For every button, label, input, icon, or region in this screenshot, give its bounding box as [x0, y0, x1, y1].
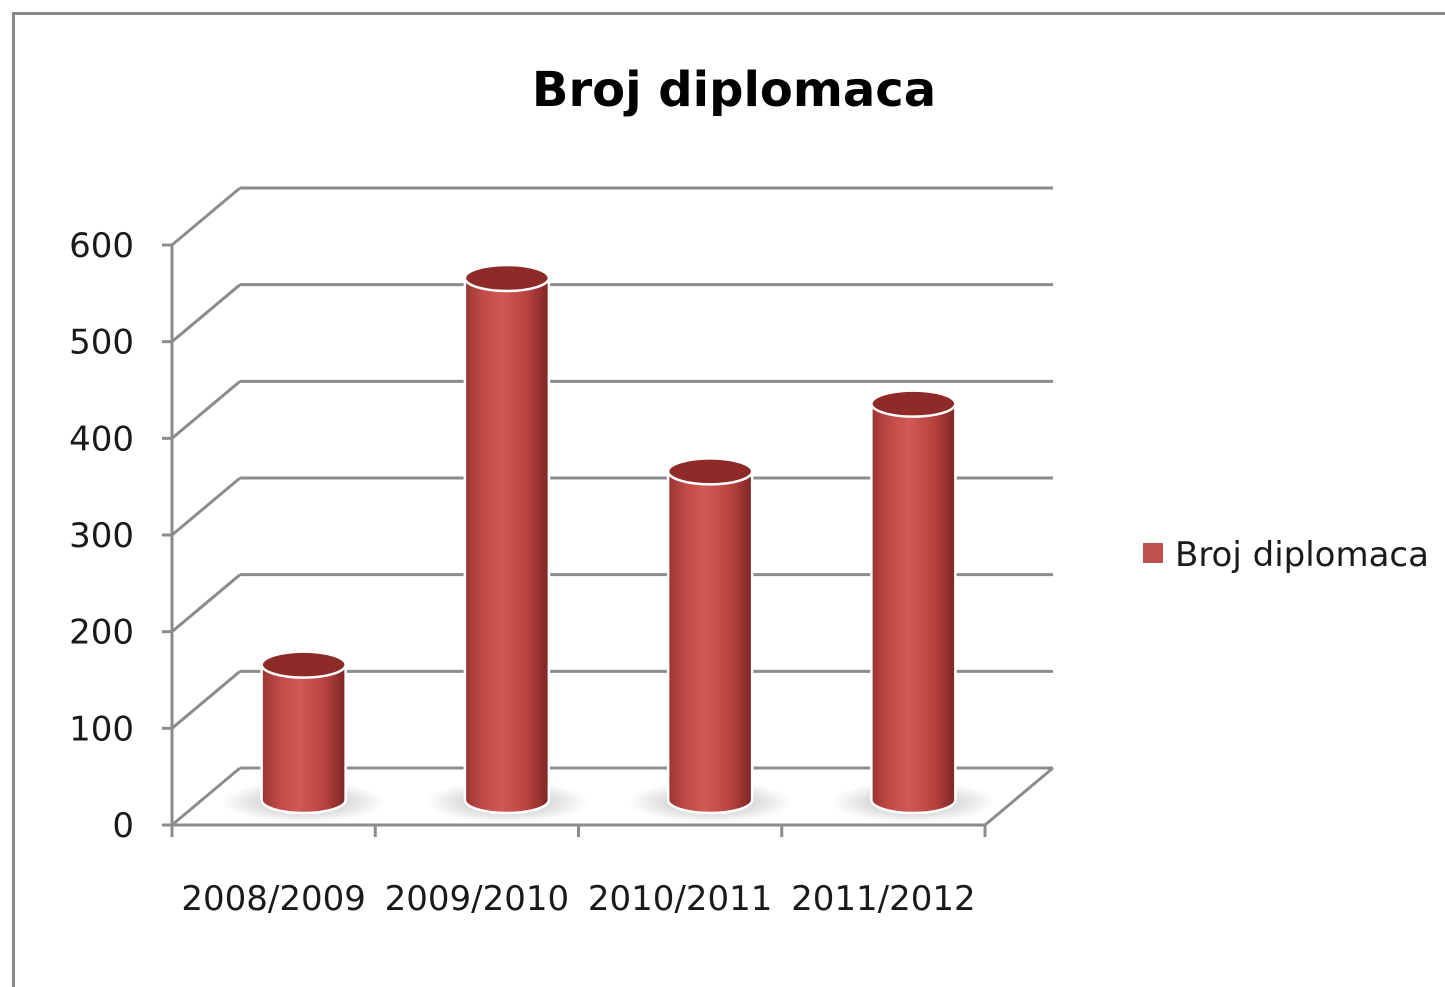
x-tick-label: 2009/2010: [385, 879, 570, 919]
chart-title: Broj diplomaca: [532, 62, 936, 118]
gridline-side: [171, 766, 241, 827]
chart-frame: [12, 12, 1445, 987]
bar-top: [870, 389, 957, 418]
y-tick-label: 0: [112, 806, 134, 846]
y-tick-label: 100: [69, 709, 134, 749]
x-tick-labels: 2008/2009 2009/2010 2010/2011 2011/2012: [181, 879, 975, 919]
bar-group: [628, 457, 793, 823]
bar: [260, 663, 347, 815]
legend-label: Broj diplomaca: [1175, 535, 1429, 575]
y-tick-label: 300: [69, 516, 134, 556]
gridline-side: [171, 186, 241, 247]
bar-group: [424, 263, 589, 823]
bar-top: [260, 650, 347, 679]
x-tick-label: 2011/2012: [791, 879, 976, 919]
gridline-side: [171, 476, 241, 537]
axes: [162, 243, 1054, 837]
bar-group: [831, 389, 996, 823]
legend: Broj diplomaca: [1143, 535, 1429, 575]
gridline-side: [171, 670, 241, 730]
y-tick-label: 400: [69, 419, 134, 459]
bar-top: [666, 457, 754, 486]
bar: [870, 402, 957, 815]
bar-group: [221, 650, 386, 823]
legend-swatch: [1143, 543, 1163, 563]
y-tick-label: 500: [69, 323, 134, 363]
y-tick-label: 200: [69, 613, 134, 653]
y-tick-label: 600: [69, 226, 134, 266]
x-tick-label: 2010/2011: [588, 879, 773, 919]
gridline-side: [171, 283, 241, 343]
x-tick-label: 2008/2009: [181, 879, 366, 919]
gridline-side: [171, 573, 241, 633]
bars: [221, 263, 996, 823]
bar: [666, 470, 754, 815]
y-tick-labels: 0 100 200 300 400 500 600: [69, 226, 134, 846]
gridline-side: [171, 380, 241, 440]
bar-top: [463, 263, 551, 293]
bar: [463, 276, 551, 815]
floor-right-edge: [984, 766, 1054, 827]
